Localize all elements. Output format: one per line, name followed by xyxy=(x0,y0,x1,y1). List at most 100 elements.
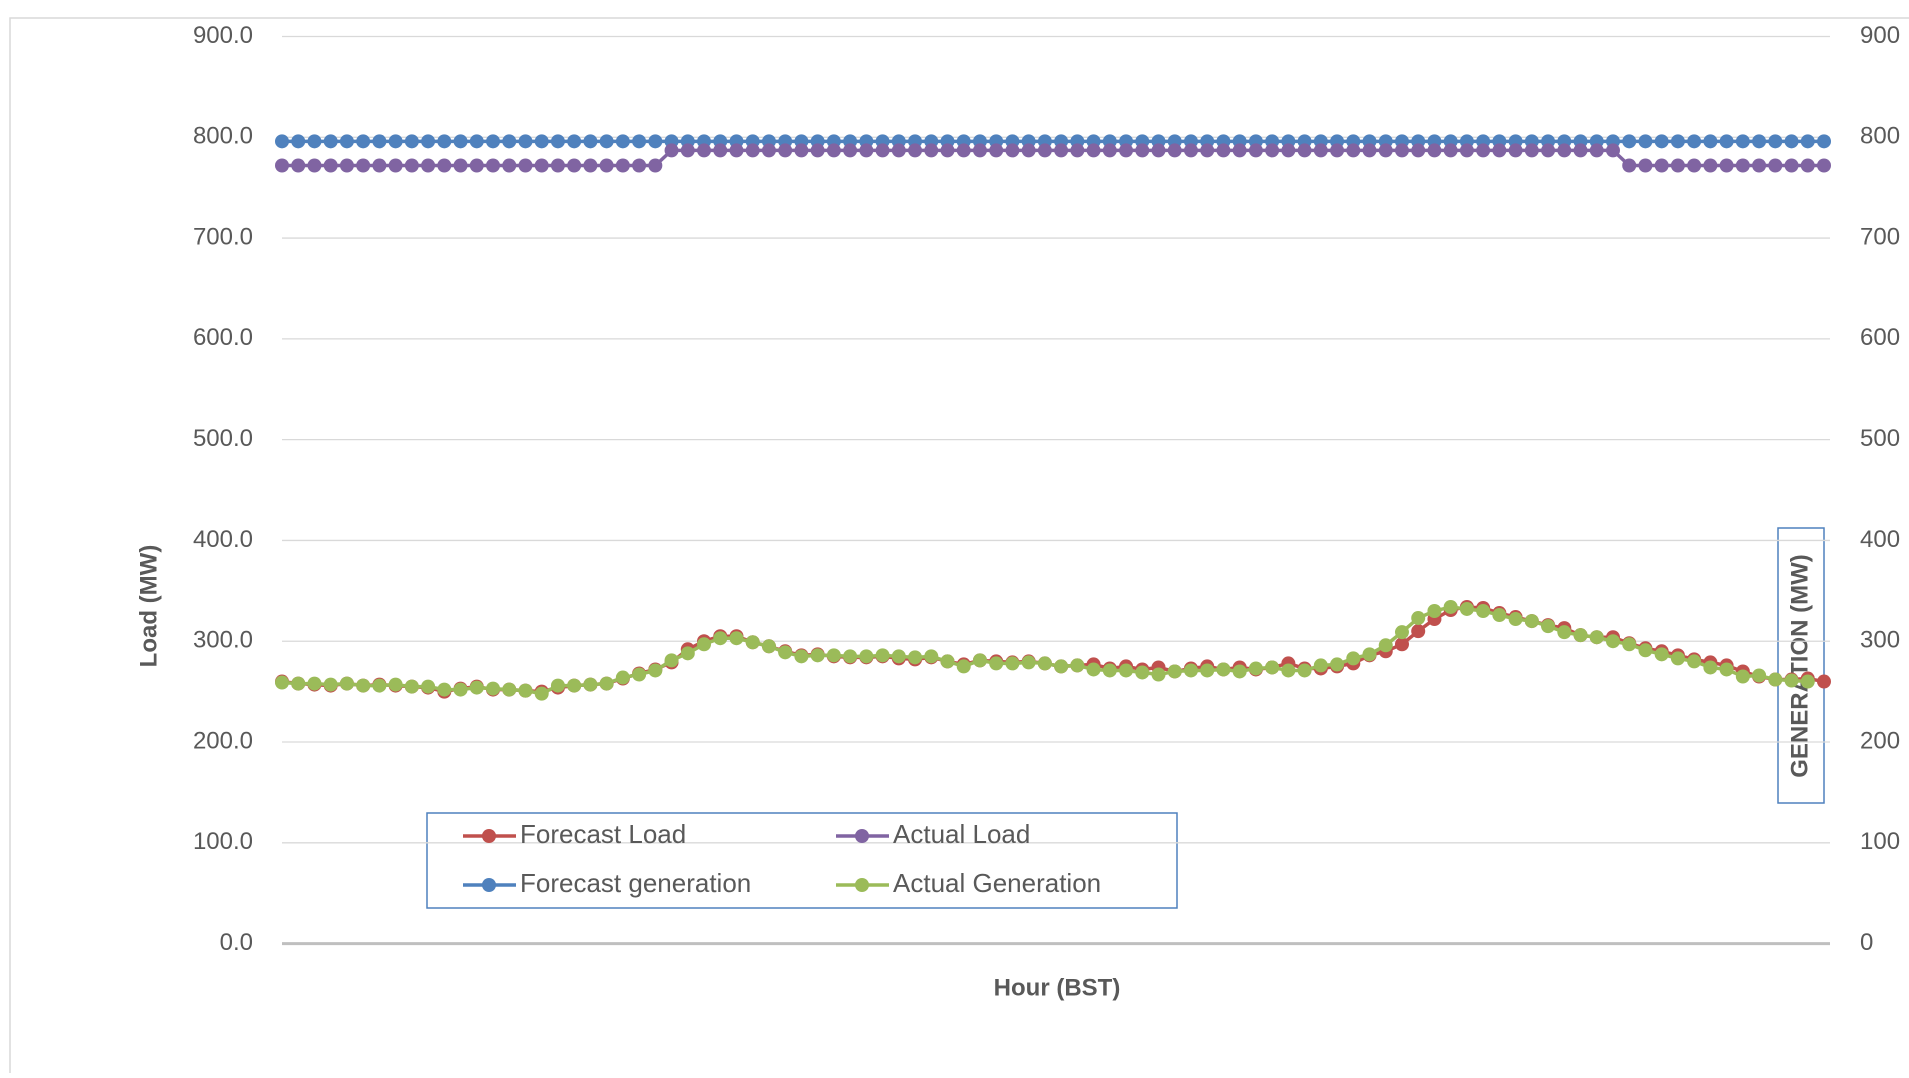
series-marker xyxy=(1784,134,1799,149)
series-marker xyxy=(1768,158,1783,173)
series-marker xyxy=(275,158,289,173)
series-marker xyxy=(810,143,825,158)
series-marker xyxy=(713,631,728,646)
series-marker xyxy=(1800,158,1815,173)
y-tick-label: 600.0 xyxy=(193,324,253,351)
series-marker xyxy=(1313,143,1328,158)
y-tick-label: 300.0 xyxy=(193,627,253,654)
series-marker xyxy=(1654,134,1669,149)
y2-title-box xyxy=(1777,527,1825,804)
series-marker xyxy=(567,158,582,173)
series-marker xyxy=(1021,655,1036,670)
series-marker xyxy=(404,679,419,694)
series-marker xyxy=(1800,674,1815,689)
series-marker xyxy=(1248,661,1263,676)
series-marker xyxy=(648,663,663,678)
series-marker xyxy=(453,134,468,149)
series-marker xyxy=(550,134,565,149)
y2-tick-label: 900 xyxy=(1860,22,1900,49)
legend-marker xyxy=(482,878,496,892)
series-marker xyxy=(550,158,565,173)
series-marker xyxy=(1670,651,1685,666)
legend-marker xyxy=(855,829,869,843)
series-marker xyxy=(859,143,874,158)
series-marker xyxy=(437,158,452,173)
series-marker xyxy=(518,683,533,698)
series-marker xyxy=(599,158,614,173)
series-marker xyxy=(1573,143,1588,158)
series-marker xyxy=(437,134,452,149)
series-marker xyxy=(1102,663,1117,678)
series-marker xyxy=(1524,143,1539,158)
series-marker xyxy=(518,158,533,173)
series-marker xyxy=(356,158,371,173)
series-marker xyxy=(502,134,517,149)
series-marker xyxy=(875,648,890,663)
series-marker xyxy=(1622,158,1637,173)
series-marker xyxy=(372,134,387,149)
series-marker xyxy=(1687,654,1702,669)
series-marker xyxy=(1508,612,1523,627)
series-marker xyxy=(632,134,647,149)
series-marker xyxy=(632,158,647,173)
series-marker xyxy=(291,134,306,149)
series-line xyxy=(281,605,1808,696)
series-marker xyxy=(1200,663,1215,678)
series-marker xyxy=(307,158,322,173)
series-marker xyxy=(1768,134,1783,149)
series-marker xyxy=(972,653,987,668)
series-marker xyxy=(1119,143,1134,158)
series-marker xyxy=(469,158,484,173)
series-marker xyxy=(404,158,419,173)
series-marker xyxy=(729,631,744,646)
series-marker xyxy=(421,679,436,694)
series-marker xyxy=(1346,143,1361,158)
series-marker xyxy=(1817,158,1831,173)
series-marker xyxy=(1476,143,1491,158)
y-tick-label: 100.0 xyxy=(193,828,253,855)
series-marker xyxy=(1005,143,1020,158)
series-marker xyxy=(680,143,695,158)
series-marker xyxy=(275,675,289,690)
series-marker xyxy=(1492,143,1507,158)
series-marker xyxy=(502,682,517,697)
series-marker xyxy=(534,686,549,701)
series-marker xyxy=(1670,158,1685,173)
y2-tick-label: 300 xyxy=(1860,627,1900,654)
series-marker xyxy=(778,645,793,660)
series-marker xyxy=(664,653,679,668)
series-marker xyxy=(1638,158,1653,173)
series-marker xyxy=(924,143,939,158)
legend xyxy=(426,812,1178,909)
series-marker xyxy=(1752,134,1767,149)
series-marker xyxy=(1800,134,1815,149)
y-tick-label: 700.0 xyxy=(193,223,253,250)
series-marker xyxy=(1443,143,1458,158)
series-line xyxy=(281,605,1825,694)
series-marker xyxy=(1557,143,1572,158)
series-marker xyxy=(1394,637,1409,652)
series-marker xyxy=(1557,625,1572,640)
series-marker xyxy=(1703,660,1718,675)
series-marker xyxy=(972,143,987,158)
series-marker xyxy=(453,158,468,173)
y2-tick-label: 500 xyxy=(1860,425,1900,452)
series-marker xyxy=(1670,134,1685,149)
series-marker xyxy=(518,134,533,149)
series-marker xyxy=(339,134,354,149)
series-marker xyxy=(1768,672,1783,687)
series-marker xyxy=(453,682,468,697)
y-tick-label: 500.0 xyxy=(193,425,253,452)
series-marker xyxy=(989,656,1004,671)
series-marker xyxy=(1427,143,1442,158)
series-marker xyxy=(1411,624,1426,639)
series-marker xyxy=(1719,662,1734,677)
x-axis-title: Hour (BST) xyxy=(994,974,1121,1001)
series-marker xyxy=(1378,638,1393,653)
series-marker xyxy=(1459,143,1474,158)
series-marker xyxy=(1362,143,1377,158)
series-marker xyxy=(1752,668,1767,683)
series-marker xyxy=(697,637,712,652)
series-marker xyxy=(1135,143,1150,158)
series-marker xyxy=(1622,134,1637,149)
